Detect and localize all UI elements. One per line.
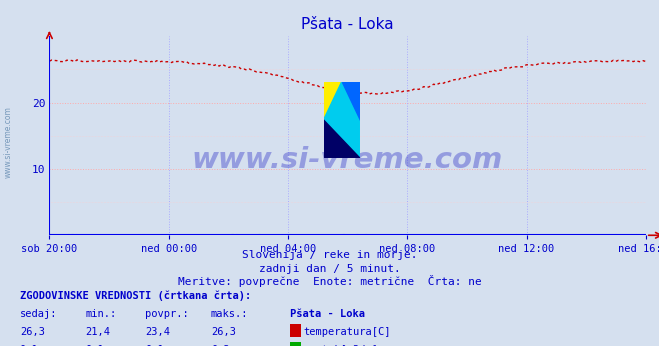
Text: 0,2: 0,2 [211, 345, 229, 346]
Text: temperatura[C]: temperatura[C] [303, 327, 391, 337]
Text: min.:: min.: [86, 309, 117, 319]
Text: 23,4: 23,4 [145, 327, 170, 337]
Text: maks.:: maks.: [211, 309, 248, 319]
Polygon shape [324, 82, 360, 158]
Title: Pšata - Loka: Pšata - Loka [301, 17, 394, 33]
Text: 0,1: 0,1 [20, 345, 38, 346]
Text: 0,1: 0,1 [86, 345, 104, 346]
Text: pretok[m3/s]: pretok[m3/s] [303, 345, 378, 346]
Polygon shape [324, 82, 341, 120]
Text: ZGODOVINSKE VREDNOSTI (črtkana črta):: ZGODOVINSKE VREDNOSTI (črtkana črta): [20, 291, 251, 301]
Text: Slovenija / reke in morje.: Slovenija / reke in morje. [242, 250, 417, 260]
Text: Pšata - Loka: Pšata - Loka [290, 309, 365, 319]
Text: Meritve: povprečne  Enote: metrične  Črta: ne: Meritve: povprečne Enote: metrične Črta:… [178, 275, 481, 288]
Text: 26,3: 26,3 [211, 327, 236, 337]
Text: zadnji dan / 5 minut.: zadnji dan / 5 minut. [258, 264, 401, 274]
Text: sedaj:: sedaj: [20, 309, 57, 319]
Text: www.si-vreme.com: www.si-vreme.com [192, 146, 503, 174]
Text: www.si-vreme.com: www.si-vreme.com [3, 106, 13, 178]
Text: 26,3: 26,3 [20, 327, 45, 337]
Polygon shape [324, 120, 360, 158]
Text: 0,1: 0,1 [145, 345, 163, 346]
Text: povpr.:: povpr.: [145, 309, 188, 319]
Polygon shape [341, 82, 360, 120]
Text: 21,4: 21,4 [86, 327, 111, 337]
